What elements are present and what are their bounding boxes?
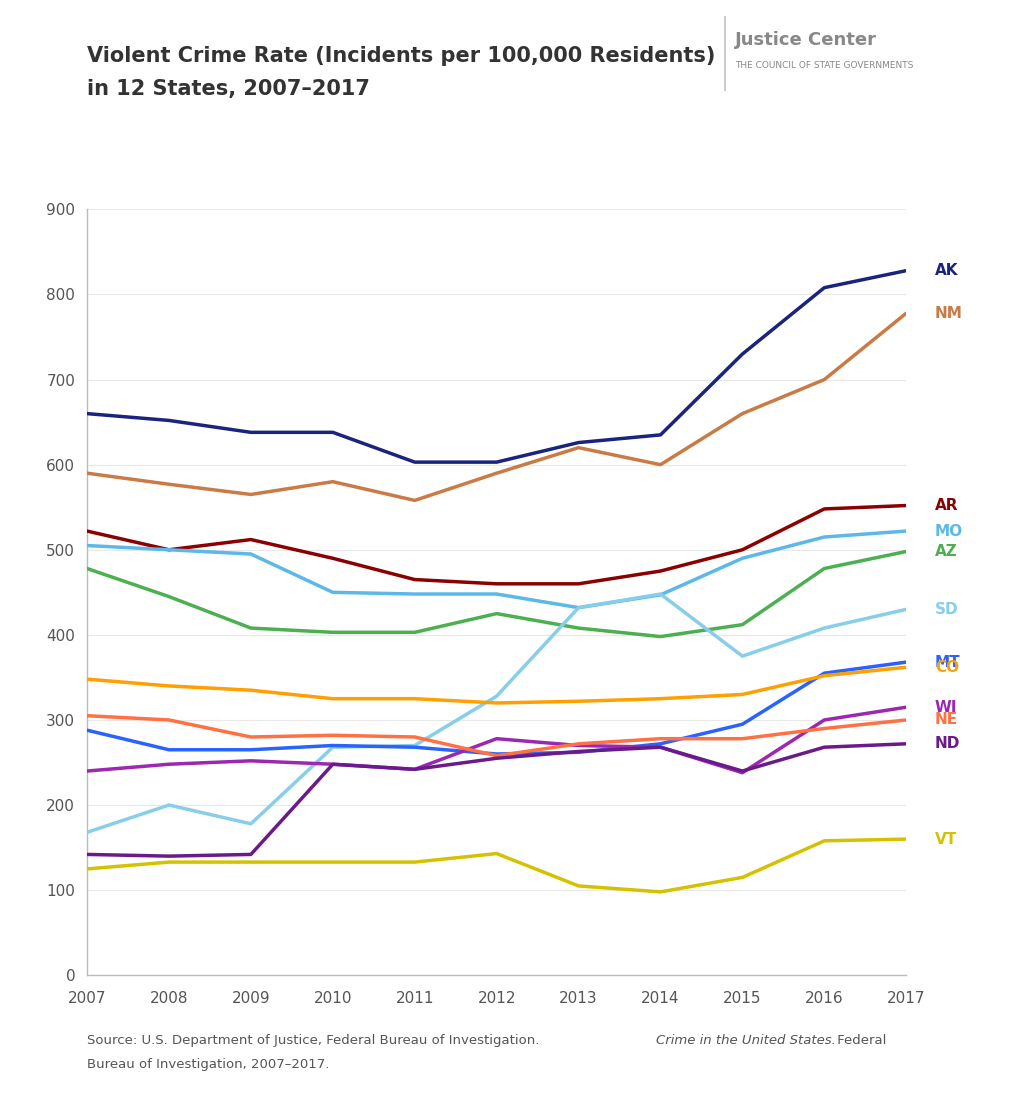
Text: THE COUNCIL OF STATE GOVERNMENTS: THE COUNCIL OF STATE GOVERNMENTS [735, 61, 913, 69]
Text: AK: AK [935, 263, 958, 278]
Text: AR: AR [935, 498, 958, 514]
Text: CSG: CSG [663, 32, 683, 41]
Text: NE: NE [935, 713, 958, 727]
Text: CO: CO [935, 660, 959, 674]
Text: MO: MO [935, 523, 963, 539]
Text: Justice Center: Justice Center [735, 31, 878, 48]
Text: Violent Crime Rate (Incidents per 100,000 Residents): Violent Crime Rate (Incidents per 100,00… [87, 46, 716, 66]
Text: NM: NM [935, 305, 963, 321]
Text: AZ: AZ [935, 544, 957, 559]
Text: ND: ND [935, 736, 961, 752]
Text: Bureau of Investigation, 2007–2017.: Bureau of Investigation, 2007–2017. [87, 1058, 330, 1071]
Text: SD: SD [935, 602, 958, 617]
Text: Crime in the United States.: Crime in the United States. [656, 1034, 837, 1047]
Text: WI: WI [935, 700, 957, 715]
Text: MT: MT [935, 655, 961, 670]
Text: Source: U.S. Department of Justice, Federal Bureau of Investigation.: Source: U.S. Department of Justice, Fede… [87, 1034, 544, 1047]
Text: in 12 States, 2007–2017: in 12 States, 2007–2017 [87, 79, 370, 99]
Text: Federal: Federal [833, 1034, 886, 1047]
Text: VT: VT [935, 832, 957, 846]
